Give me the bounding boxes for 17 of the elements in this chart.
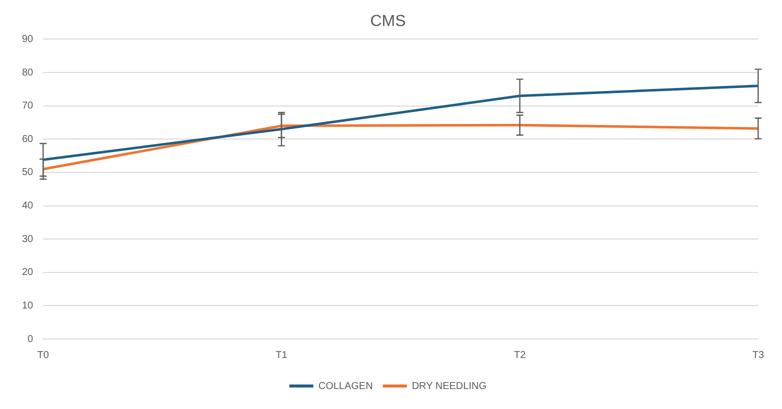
x-tick-label: T2 — [514, 350, 526, 361]
y-tick-label: 40 — [22, 200, 34, 212]
y-tick-label: 80 — [22, 67, 34, 78]
legend-label: DRY NEEDLING — [412, 380, 487, 392]
x-tick-label: T3 — [752, 350, 764, 361]
legend-label: COLLAGEN — [318, 380, 373, 392]
chart-title: CMS — [370, 13, 406, 30]
y-tick-label: 50 — [22, 167, 34, 178]
y-tick-label: 90 — [22, 34, 34, 45]
x-tick-label: T1 — [276, 350, 288, 361]
y-tick-label: 10 — [22, 300, 34, 312]
y-tick-label: 30 — [22, 234, 34, 245]
y-tick-label: 20 — [22, 267, 34, 278]
y-tick-label: 70 — [22, 100, 34, 112]
x-tick-label: T0 — [37, 350, 50, 361]
y-tick-label: 60 — [22, 134, 34, 145]
y-tick-label: 0 — [28, 334, 34, 345]
